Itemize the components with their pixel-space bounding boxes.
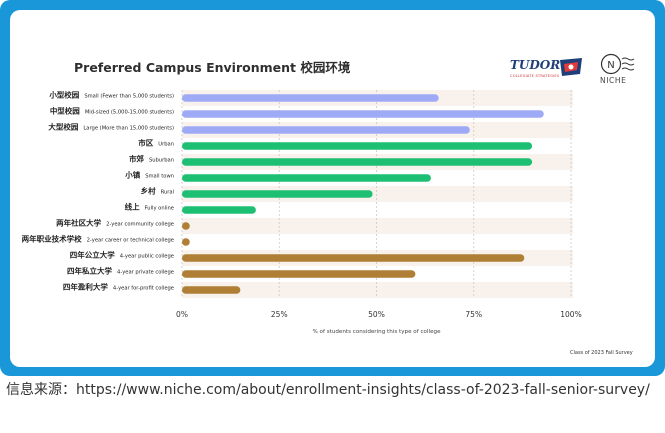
- row-stripe: [182, 186, 573, 202]
- bar: [182, 126, 470, 134]
- category-label-en: Urban: [158, 142, 174, 148]
- category-label-en: 4-year private college: [117, 270, 174, 276]
- x-tick-label: 25%: [271, 310, 288, 319]
- category-label-en: 4-year for-profit college: [113, 286, 174, 292]
- bar: [182, 142, 533, 150]
- category-label-cn: 两年职业技术学校: [22, 234, 82, 244]
- category-label-en: Suburban: [149, 158, 174, 164]
- category-label-cn: 四年盈利大学: [63, 282, 108, 292]
- x-tick-label: 0%: [176, 310, 188, 319]
- tudor-crest-icon: [560, 58, 582, 76]
- category-label: 两年社区大学 2-year community college: [56, 218, 174, 228]
- bar: [182, 206, 256, 214]
- bar-chart: 0% 25% 50% 75% 100% 小型校园 Small (Fewer than 5,0…: [22, 90, 582, 336]
- category-label: 四年盈利大学 4-year for-profit college: [63, 282, 174, 292]
- category-label-en: 2-year career or technical college: [87, 238, 174, 244]
- category-label: 中型校园 Mid-sized (5,000-15,000 students): [50, 106, 174, 116]
- row-stripe: [182, 218, 573, 234]
- x-tick-label: 50%: [368, 310, 385, 319]
- category-label-en: 2-year community college: [106, 222, 174, 228]
- category-label-cn: 小镇: [125, 170, 140, 180]
- category-label: 小型校园 Small (Fewer than 5,000 students): [49, 90, 174, 100]
- category-label-en: Mid-sized (5,000-15,000 students): [85, 110, 174, 116]
- category-label: 大型校园 Large (More than 15,000 students): [48, 122, 174, 132]
- bar: [182, 270, 416, 278]
- category-label-en: Large (More than 15,000 students): [83, 126, 174, 132]
- category-label-en: Small town: [145, 174, 174, 180]
- category-label-cn: 市郊: [129, 154, 144, 164]
- chart-card: Preferred Campus Environment 校园环境 TUDOR …: [10, 10, 655, 367]
- category-label: 乡村 Rural: [141, 186, 174, 196]
- x-tick-label: 75%: [465, 310, 482, 319]
- category-label: 小镇 Small town: [125, 170, 174, 180]
- category-label-cn: 四年公立大学: [70, 250, 115, 260]
- category-label-cn: 大型校园: [48, 122, 78, 132]
- niche-logo: N NICHE: [600, 52, 640, 88]
- bar: [182, 238, 190, 246]
- category-label-en: Rural: [161, 190, 174, 196]
- tudor-logo: TUDOR COLLEGIATE STRATEGIES: [510, 56, 590, 86]
- bar: [182, 286, 241, 294]
- category-label-cn: 小型校园: [49, 90, 79, 100]
- category-label: 市郊 Suburban: [129, 154, 174, 164]
- bar: [182, 222, 190, 230]
- category-label: 线上 Fully online: [125, 202, 174, 212]
- chart-title: Preferred Campus Environment 校园环境: [74, 60, 351, 75]
- x-axis-label: % of students considering this type of c…: [312, 329, 441, 335]
- category-label-cn: 市区: [138, 138, 153, 148]
- category-label-en: Small (Fewer than 5,000 students): [84, 94, 174, 100]
- category-label-en: 4-year public college: [120, 254, 174, 260]
- category-label-cn: 两年社区大学: [56, 218, 101, 228]
- bar: [182, 174, 431, 182]
- category-label: 市区 Urban: [138, 138, 174, 148]
- survey-footnote: Class of 2023 Fall Survey: [570, 350, 633, 356]
- bar: [182, 158, 533, 166]
- x-tick-label: 100%: [560, 310, 581, 319]
- category-label: 四年私立大学 4-year private college: [67, 266, 174, 276]
- bar: [182, 190, 373, 198]
- bar: [182, 254, 525, 262]
- bar: [182, 110, 544, 118]
- category-label: 四年公立大学 4-year public college: [70, 250, 174, 260]
- category-label: 两年职业技术学校 2-year career or technical colle…: [22, 234, 174, 244]
- category-label-cn: 线上: [125, 202, 140, 212]
- category-label-cn: 乡村: [141, 186, 156, 196]
- row-stripe: [182, 282, 573, 298]
- bar: [182, 94, 439, 102]
- svg-text:N: N: [607, 60, 614, 71]
- category-label-cn: 中型校园: [50, 106, 80, 116]
- niche-mark-icon: N: [600, 53, 635, 75]
- source-note: 信息来源：https://www.niche.com/about/enrollm…: [6, 382, 650, 398]
- category-label-cn: 四年私立大学: [67, 266, 112, 276]
- category-label-en: Fully online: [145, 206, 174, 212]
